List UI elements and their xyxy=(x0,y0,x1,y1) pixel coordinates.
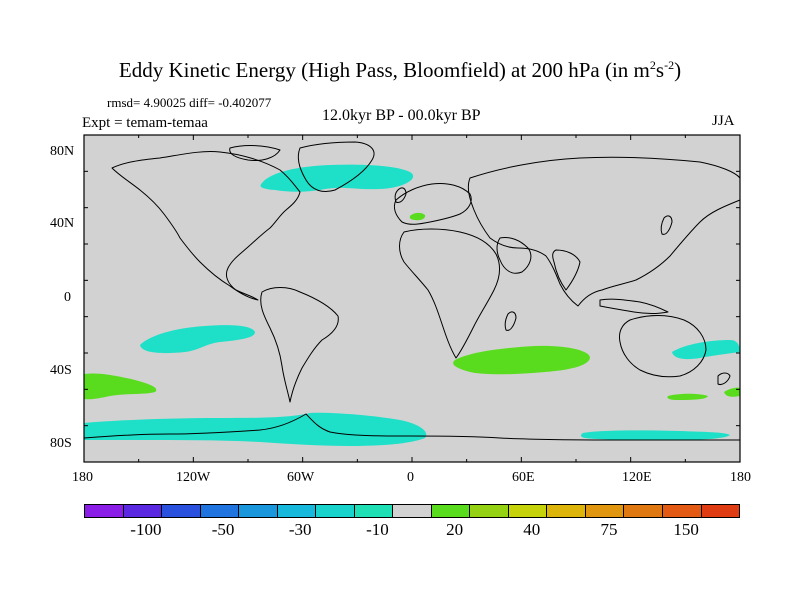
coast-europe xyxy=(393,183,472,225)
anomaly-south-australia-band xyxy=(580,430,730,440)
lat-label-40n: 40N xyxy=(50,216,75,231)
anomaly-far-east xyxy=(724,387,740,397)
coast-asia xyxy=(467,156,741,307)
anomaly-south-indian xyxy=(453,345,590,375)
colorbar-segment xyxy=(430,505,470,517)
colorbar-segment xyxy=(122,505,162,517)
colorbar-segment xyxy=(238,505,277,517)
lon-label-120e: 120E xyxy=(622,470,652,485)
lat-label-0: 0 xyxy=(64,290,71,305)
coast-australia xyxy=(619,315,707,378)
lon-label-60w: 60W xyxy=(287,470,315,485)
colorbar-segment xyxy=(392,505,431,517)
colorbar-segment xyxy=(161,505,200,517)
title-sup-2: -2 xyxy=(664,58,675,72)
coast-arabia xyxy=(496,237,532,274)
colorbar-segment xyxy=(584,505,624,517)
title-end-text: ) xyxy=(674,58,682,82)
coast-antarctica xyxy=(83,413,740,441)
anomaly-s-australia xyxy=(667,393,708,400)
title-mid-text: s xyxy=(655,58,665,82)
lat-label-80s: 80S xyxy=(50,436,72,451)
coast-new-zealand xyxy=(717,372,731,385)
chart-title: Eddy Kinetic Energy (High Pass, Bloomfie… xyxy=(0,58,800,83)
colorbar-label: -10 xyxy=(366,520,389,539)
anomaly-north-atlantic xyxy=(260,164,414,192)
anomaly-south-pacific xyxy=(140,325,255,354)
colorbar-segment xyxy=(276,505,316,517)
lat-label-80n: 80N xyxy=(50,144,75,159)
stats-text: rmsd= 4.90025 diff= -0.402077 xyxy=(107,95,272,110)
anomaly-sw-pacific xyxy=(84,373,157,400)
coast-arctic-islands xyxy=(229,145,281,161)
colorbar xyxy=(84,504,740,518)
colorbar-label: -100 xyxy=(130,520,162,539)
coast-africa xyxy=(399,228,501,359)
coast-south-america xyxy=(260,287,339,403)
coast-greenland xyxy=(297,141,375,193)
axis-ticks xyxy=(83,134,741,463)
colorbar-label: -30 xyxy=(288,520,312,539)
colorbar-segment xyxy=(199,505,239,517)
colorbar-segment xyxy=(507,505,547,517)
lon-label-0: 0 xyxy=(407,470,414,485)
colorbar-label: 40 xyxy=(523,520,541,539)
lat-label-40s: 40S xyxy=(50,363,72,378)
colorbar-label: 20 xyxy=(446,520,464,539)
coast-madagascar xyxy=(504,311,517,331)
colorbar-segment xyxy=(353,505,393,517)
colorbar-segment xyxy=(469,505,508,517)
map-background xyxy=(84,135,740,462)
colorbar-segment xyxy=(315,505,354,517)
coast-north-america xyxy=(111,151,301,301)
colorbar-label: 150 xyxy=(673,520,699,539)
colorbar-label: -50 xyxy=(211,520,235,539)
colorbar-segment xyxy=(700,505,740,517)
colorbar-segment xyxy=(623,505,662,517)
anomaly-mediterranean xyxy=(409,212,426,221)
coast-japan xyxy=(660,215,673,235)
coastlines xyxy=(83,141,741,441)
title-main-text: Eddy Kinetic Energy (High Pass, Bloomfie… xyxy=(118,58,650,82)
lon-label-180e: 180 xyxy=(730,470,751,485)
coast-indonesia xyxy=(599,298,669,314)
season-label: JJA xyxy=(712,113,735,129)
anomaly-southern-ocean xyxy=(84,412,427,446)
colorbar-segment xyxy=(546,505,585,517)
lon-label-180w: 180 xyxy=(72,470,93,485)
colorbar-label: 75 xyxy=(600,520,618,539)
lon-label-120w: 120W xyxy=(176,470,211,485)
experiment-label: Expt = temam-temaa xyxy=(82,115,208,131)
title-sup-1: 2 xyxy=(649,58,656,72)
colorbar-segment xyxy=(661,505,701,517)
period-label: 12.0kyr BP - 00.0kyr BP xyxy=(322,107,481,124)
colorbar-segment xyxy=(85,505,123,517)
coast-india xyxy=(552,249,581,291)
lon-label-60e: 60E xyxy=(512,470,535,485)
coast-uk xyxy=(394,187,407,203)
